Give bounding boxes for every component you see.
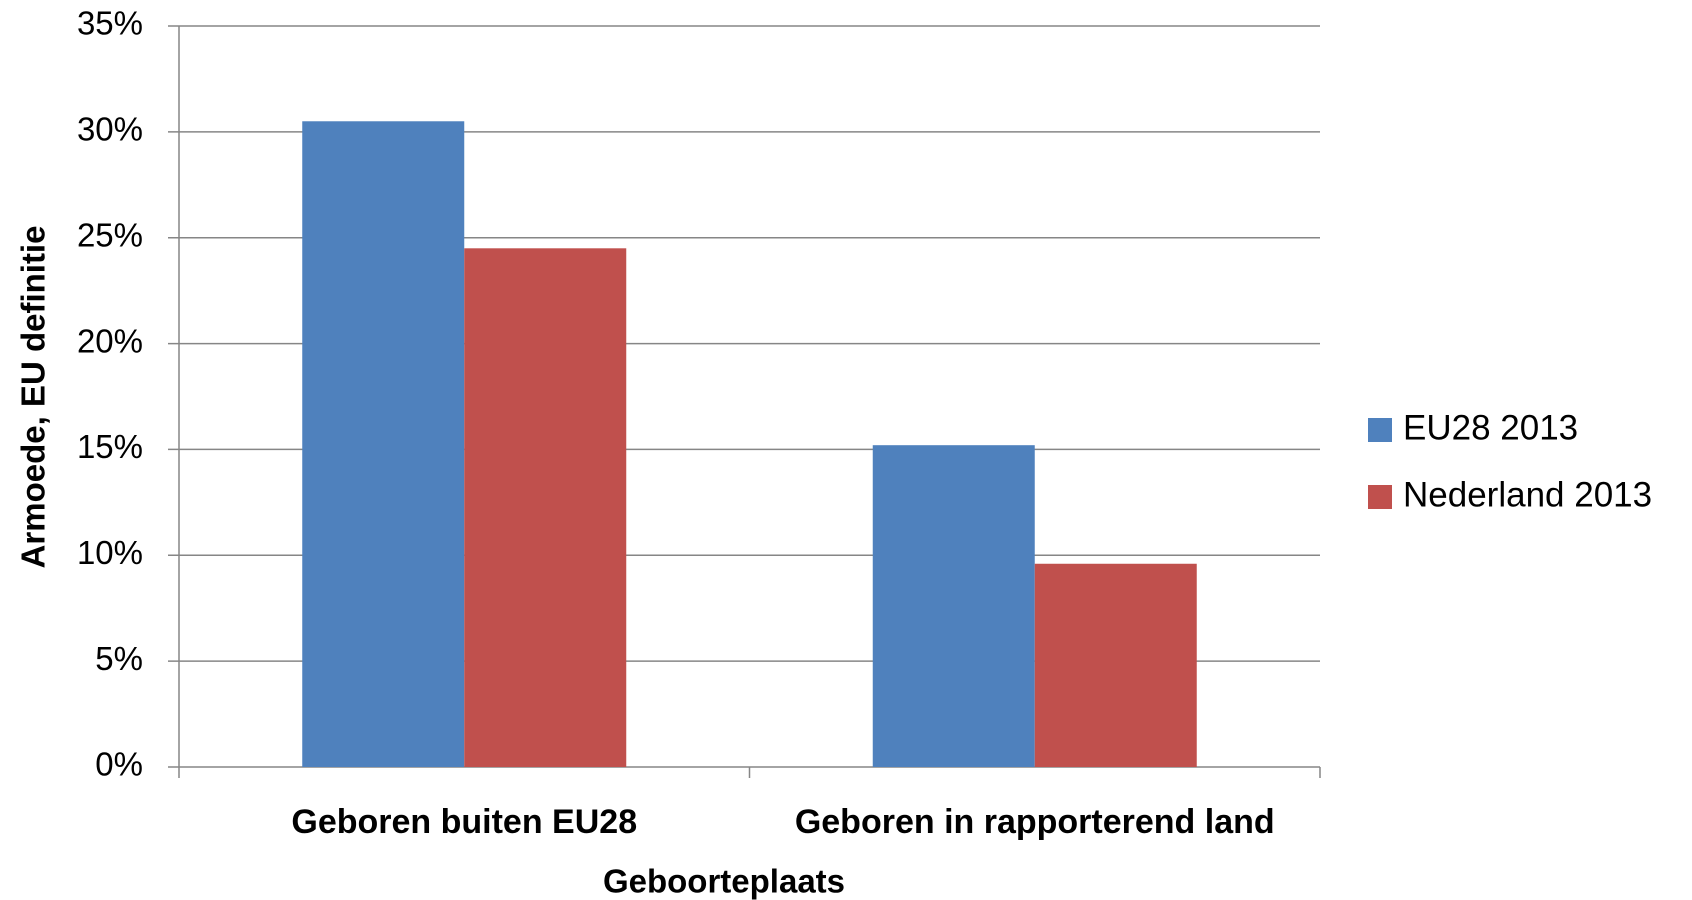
bar: [464, 248, 627, 768]
x-tick-label: Geboren in rapporterend land: [795, 803, 1275, 841]
y-tick-label: 10%: [77, 534, 143, 571]
y-tick-label: 25%: [77, 216, 143, 253]
legend-label: Nederland 2013: [1403, 475, 1652, 514]
y-tick-label: 0%: [95, 746, 143, 783]
y-tick-label: 35%: [77, 5, 143, 42]
x-tick-label: Geboren buiten EU28: [291, 803, 637, 841]
legend-swatch: [1368, 485, 1392, 509]
x-axis-title: Geboorteplaats: [603, 863, 845, 900]
y-axis-title: Armoede, EU definitie: [15, 226, 52, 569]
legend-label: EU28 2013: [1403, 408, 1578, 447]
bar: [1034, 563, 1197, 767]
y-tick-label: 5%: [95, 640, 143, 677]
legend-swatch: [1368, 418, 1392, 442]
bar: [302, 121, 465, 768]
y-tick-label: 30%: [77, 111, 143, 148]
y-tick-label: 20%: [77, 322, 143, 359]
bar: [872, 445, 1035, 767]
y-tick-label: 15%: [77, 428, 143, 465]
